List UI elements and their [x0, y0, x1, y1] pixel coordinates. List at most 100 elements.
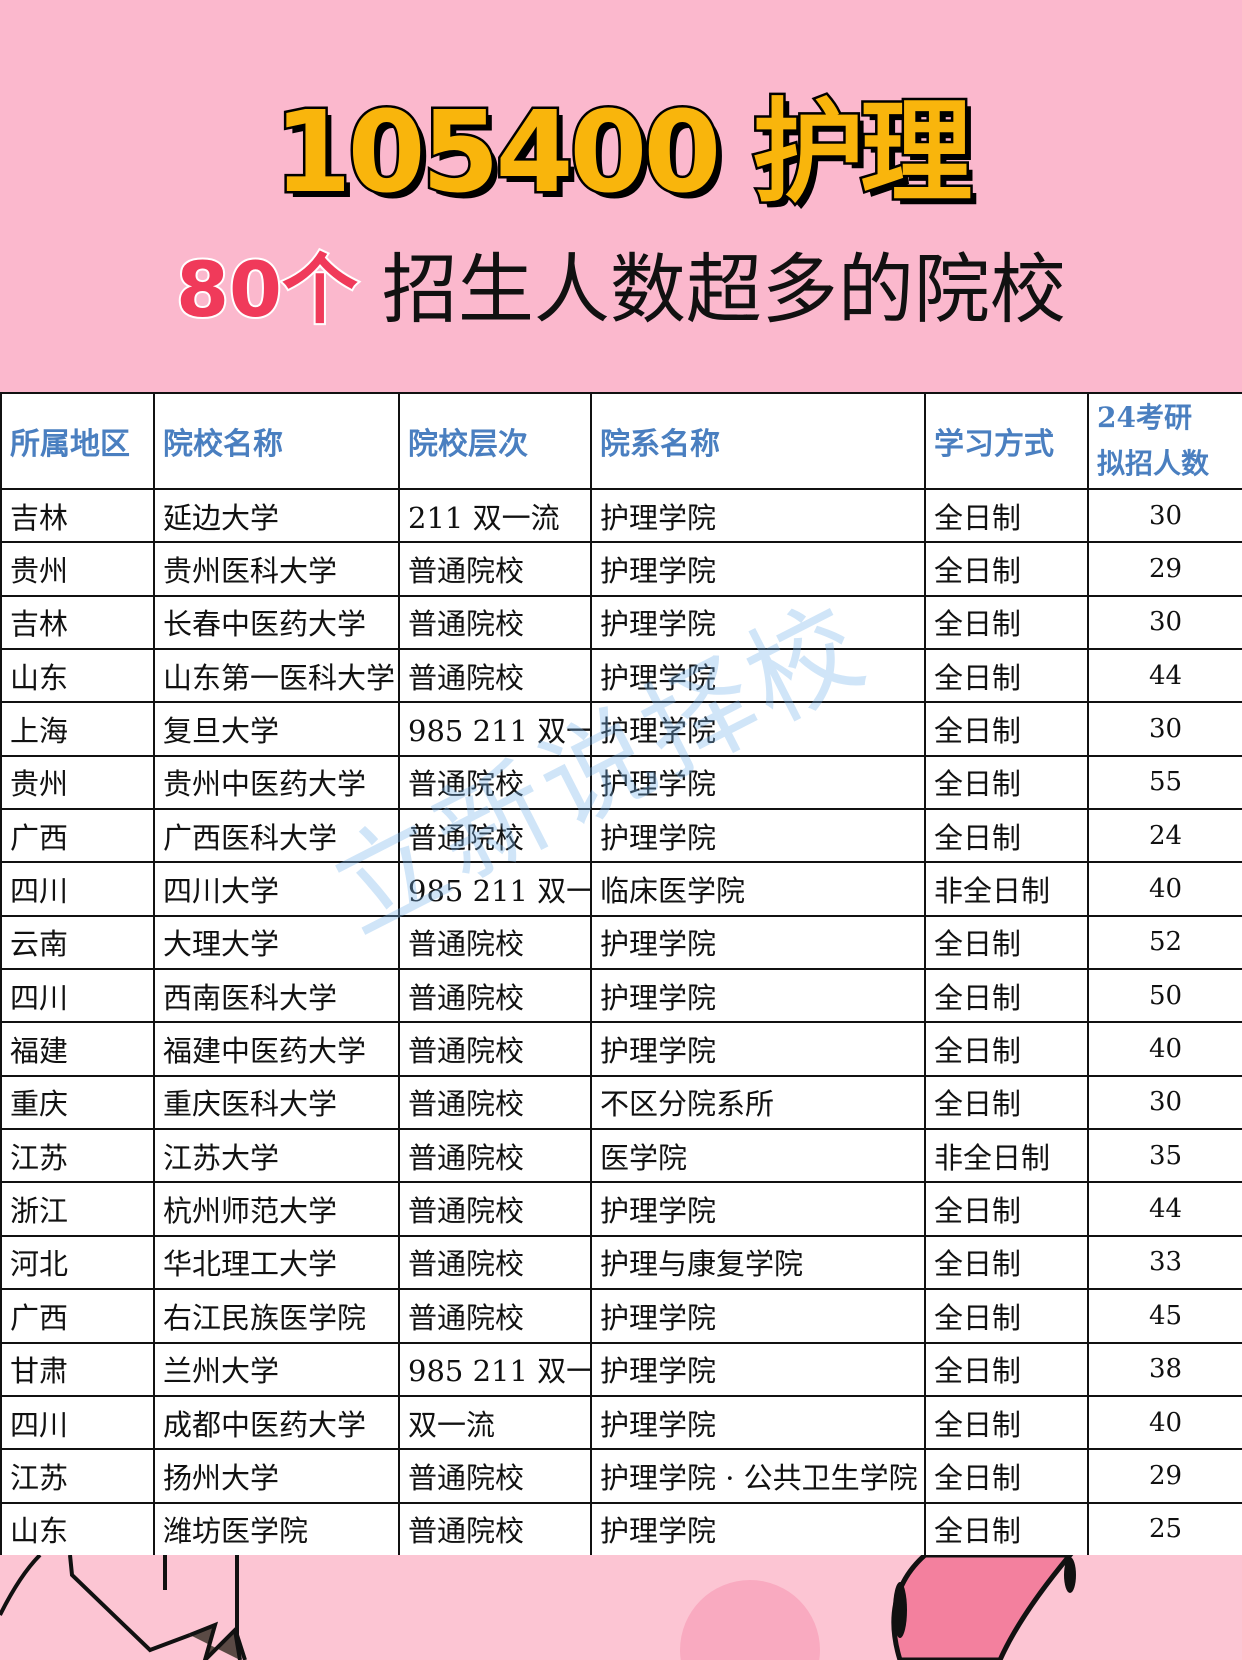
cell-level: 普通院校 — [398, 1448, 592, 1504]
table-row: 江苏 江苏大学 普通院校 医学院 非全日制 35 — [0, 1128, 1242, 1184]
cell-study-mode: 全日制 — [924, 1288, 1089, 1344]
cell-school: 广西医科大学 — [153, 808, 400, 864]
cell-region: 福建 — [0, 1021, 155, 1077]
cell-school: 潍坊医学院 — [153, 1501, 400, 1557]
cell-enrollment: 30 — [1087, 594, 1242, 651]
cell-study-mode: 全日制 — [924, 1394, 1089, 1451]
cell-school: 四川大学 — [153, 861, 400, 917]
cell-enrollment: 40 — [1087, 861, 1242, 917]
cell-region: 河北 — [0, 1234, 155, 1291]
cell-region: 江苏 — [0, 1448, 155, 1504]
cell-level: 普通院校 — [398, 968, 592, 1024]
cell-enrollment: 24 — [1087, 808, 1242, 864]
cell-school: 长春中医药大学 — [153, 594, 400, 651]
cell-study-mode: 全日制 — [924, 1234, 1089, 1291]
cell-level: 普通院校 — [398, 1074, 592, 1131]
cell-enrollment: 45 — [1087, 1288, 1242, 1344]
cell-enrollment: 44 — [1087, 1181, 1242, 1237]
cell-enrollment: 38 — [1087, 1341, 1242, 1397]
cell-region: 广西 — [0, 808, 155, 864]
cell-department: 护理学院 — [590, 914, 926, 971]
cell-level: 普通院校 — [398, 1021, 592, 1077]
cell-department: 护理学院 — [590, 541, 926, 597]
cell-level: 普通院校 — [398, 1181, 592, 1237]
cell-school: 福建中医药大学 — [153, 1021, 400, 1077]
cell-study-mode: 全日制 — [924, 1448, 1089, 1504]
table-row: 广西 广西医科大学 普通院校 护理学院 全日制 24 — [0, 808, 1242, 864]
cell-region: 山东 — [0, 648, 155, 704]
table-row: 浙江 杭州师范大学 普通院校 护理学院 全日制 44 — [0, 1181, 1242, 1237]
cell-study-mode: 全日制 — [924, 648, 1089, 704]
table-row: 四川 成都中医药大学 双一流 护理学院 全日制 40 — [0, 1394, 1242, 1451]
header-enrollment-line1: 24考研 — [1097, 401, 1192, 434]
cell-school: 重庆医科大学 — [153, 1074, 400, 1131]
cell-school: 贵州医科大学 — [153, 541, 400, 597]
cell-level: 普通院校 — [398, 1288, 592, 1344]
header-school: 院校名称 — [153, 392, 400, 490]
cell-study-mode: 全日制 — [924, 541, 1089, 597]
table-row: 贵州 贵州中医药大学 普通院校 护理学院 全日制 55 — [0, 754, 1242, 811]
cell-department: 护理学院 — [590, 808, 926, 864]
header-region: 所属地区 — [0, 392, 155, 490]
cell-region: 吉林 — [0, 594, 155, 651]
cell-level: 普通院校 — [398, 754, 592, 811]
cell-school: 右江民族医学院 — [153, 1288, 400, 1344]
cell-region: 甘肃 — [0, 1341, 155, 1397]
cell-level: 普通院校 — [398, 1128, 592, 1184]
cell-enrollment: 50 — [1087, 968, 1242, 1024]
cell-region: 贵州 — [0, 754, 155, 811]
cell-department: 护理学院 — [590, 1181, 926, 1237]
cell-enrollment: 52 — [1087, 914, 1242, 971]
cell-school: 贵州中医药大学 — [153, 754, 400, 811]
cell-enrollment: 25 — [1087, 1501, 1242, 1557]
cell-enrollment: 55 — [1087, 754, 1242, 811]
cell-school: 复旦大学 — [153, 701, 400, 757]
cell-department: 护理学院 — [590, 1501, 926, 1557]
cell-region: 四川 — [0, 1394, 155, 1451]
cell-study-mode: 全日制 — [924, 754, 1089, 811]
table-row: 重庆 重庆医科大学 普通院校 不区分院系所 全日制 30 — [0, 1074, 1242, 1131]
cell-level: 双一流 — [398, 1394, 592, 1451]
cell-region: 山东 — [0, 1501, 155, 1557]
cell-region: 重庆 — [0, 1074, 155, 1131]
subtitle: 80个 招生人数超多的院校 — [0, 228, 1242, 338]
cell-department: 护理学院 — [590, 968, 926, 1024]
cell-department: 护理学院 — [590, 1394, 926, 1451]
cell-region: 江苏 — [0, 1128, 155, 1184]
table-row: 云南 大理大学 普通院校 护理学院 全日制 52 — [0, 914, 1242, 971]
cell-region: 上海 — [0, 701, 155, 757]
cell-school: 山东第一医科大学 — [153, 648, 400, 704]
cell-study-mode: 全日制 — [924, 914, 1089, 971]
header-department: 院系名称 — [590, 392, 926, 490]
cell-department: 护理学院 — [590, 754, 926, 811]
cell-department: 护理学院 — [590, 1288, 926, 1344]
cell-enrollment: 33 — [1087, 1234, 1242, 1291]
cell-study-mode: 全日制 — [924, 1074, 1089, 1131]
cell-study-mode: 全日制 — [924, 701, 1089, 757]
cell-region: 吉林 — [0, 487, 155, 544]
cell-department: 护理学院 — [590, 487, 926, 544]
cell-enrollment: 30 — [1087, 701, 1242, 757]
table-row: 河北 华北理工大学 普通院校 护理与康复学院 全日制 33 — [0, 1234, 1242, 1291]
table-row: 广西 右江民族医学院 普通院校 护理学院 全日制 45 — [0, 1288, 1242, 1344]
cell-study-mode: 全日制 — [924, 487, 1089, 544]
cell-enrollment: 29 — [1087, 541, 1242, 597]
cell-school: 西南医科大学 — [153, 968, 400, 1024]
cell-department: 护理学院 — [590, 594, 926, 651]
cell-department: 护理与康复学院 — [590, 1234, 926, 1291]
cell-level: 普通院校 — [398, 914, 592, 971]
table-row: 吉林 延边大学 211 双一流 护理学院 全日制 30 — [0, 487, 1242, 544]
table-row: 吉林 长春中医药大学 普通院校 护理学院 全日制 30 — [0, 594, 1242, 651]
table-row: 江苏 扬州大学 普通院校 护理学院 · 公共卫生学院 全日制 29 — [0, 1448, 1242, 1504]
cell-enrollment: 29 — [1087, 1448, 1242, 1504]
cell-level: 普通院校 — [398, 648, 592, 704]
cell-study-mode: 全日制 — [924, 1181, 1089, 1237]
table-row: 贵州 贵州医科大学 普通院校 护理学院 全日制 29 — [0, 541, 1242, 597]
table-row: 山东 山东第一医科大学 普通院校 护理学院 全日制 44 — [0, 648, 1242, 704]
cell-school: 大理大学 — [153, 914, 400, 971]
cell-school: 兰州大学 — [153, 1341, 400, 1397]
cell-region: 浙江 — [0, 1181, 155, 1237]
